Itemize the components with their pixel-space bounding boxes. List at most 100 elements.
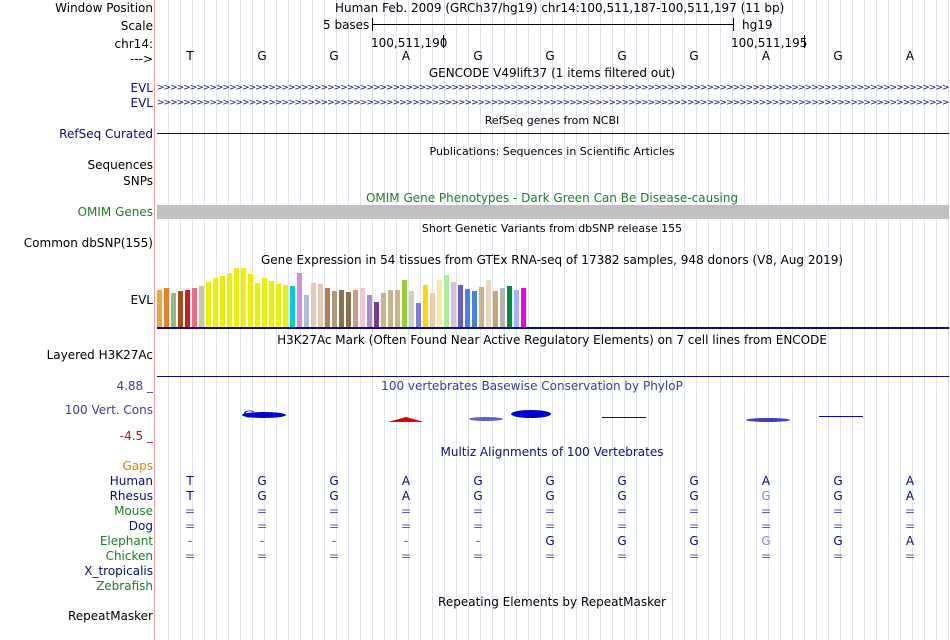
phylop-logo[interactable]: G — [156, 400, 950, 430]
gencode-track-title[interactable]: GENCODE V49lift37 (1 items filtered out) — [428, 66, 676, 80]
gtex-tissue-bar[interactable] — [395, 290, 400, 328]
gtex-tissue-bar[interactable] — [360, 288, 365, 328]
gtex-tissue-bar[interactable] — [248, 274, 253, 328]
alignment-base: G — [689, 489, 699, 503]
gtex-track-title[interactable]: Gene Expression in 54 tissues from GTEx … — [260, 253, 844, 267]
gtex-tissue-bar[interactable] — [297, 273, 302, 328]
base: G — [257, 49, 267, 63]
gtex-tissue-bar[interactable] — [402, 280, 407, 328]
sequences-label[interactable]: Sequences — [87, 158, 153, 172]
gtex-tissue-bar[interactable] — [458, 285, 463, 328]
gtex-tissue-bar[interactable] — [521, 288, 526, 328]
species-label-dog[interactable]: Dog — [128, 519, 153, 533]
gtex-tissue-bar[interactable] — [311, 283, 316, 328]
refseq-gene-line[interactable] — [157, 133, 949, 134]
gtex-tissue-bar[interactable] — [283, 285, 288, 328]
gtex-tissue-bar[interactable] — [465, 289, 470, 328]
scale-bar-right-tick — [733, 18, 734, 31]
species-label-mouse[interactable]: Mouse — [114, 504, 153, 518]
gtex-tissue-bar[interactable] — [213, 278, 218, 328]
repeatmasker-track-title[interactable]: Repeating Elements by RepeatMasker — [438, 595, 666, 609]
gtex-tissue-bar[interactable] — [255, 283, 260, 328]
gtex-tissue-bar[interactable] — [437, 280, 442, 328]
gtex-tissue-bar[interactable] — [409, 291, 414, 328]
omim-feature-bar[interactable] — [157, 205, 949, 219]
species-label-rhesus[interactable]: Rhesus — [109, 489, 153, 503]
gtex-tissue-bar[interactable] — [493, 291, 498, 328]
gtex-tissue-bar[interactable] — [416, 303, 421, 328]
alignment-base: = — [616, 549, 628, 563]
gtex-tissue-bar[interactable] — [374, 302, 379, 328]
gtex-tissue-bar[interactable] — [318, 284, 323, 328]
gtex-tissue-bar[interactable] — [220, 276, 225, 328]
gtex-tissue-bar[interactable] — [206, 282, 211, 328]
h3k27ac-track-title[interactable]: H3K27Ac Mark (Often Found Near Active Re… — [277, 333, 827, 347]
species-label-zebrafish[interactable]: Zebrafish — [96, 579, 153, 593]
dbsnp-track-title[interactable]: Short Genetic Variants from dbSNP releas… — [421, 222, 683, 235]
alignment-base: G — [545, 489, 555, 503]
gencode-transcript-2[interactable]: >>>>>>>>>>>>>>>>>>>>>>>>>>>>>>>>>>>>>>>>… — [157, 98, 949, 108]
gtex-tissue-bar[interactable] — [430, 293, 435, 328]
dbsnp-label[interactable]: Common dbSNP(155) — [23, 236, 153, 250]
gtex-tissue-bar[interactable] — [353, 290, 358, 328]
gtex-tissue-bar[interactable] — [500, 288, 505, 328]
gtex-gene-label[interactable]: EVL — [130, 293, 153, 307]
gtex-tissue-bar[interactable] — [164, 288, 169, 328]
gencode-transcript-1[interactable]: >>>>>>>>>>>>>>>>>>>>>>>>>>>>>>>>>>>>>>>>… — [157, 83, 949, 93]
multiz-track-title[interactable]: Multiz Alignments of 100 Vertebrates — [440, 445, 664, 459]
gtex-tissue-bar[interactable] — [339, 290, 344, 328]
phylop-label[interactable]: 100 Vert. Cons — [64, 403, 153, 417]
gencode-row-label-2[interactable]: EVL — [130, 96, 153, 110]
gtex-tissue-bar[interactable] — [262, 278, 267, 328]
gtex-tissue-bar[interactable] — [388, 290, 393, 328]
gtex-tissue-bar[interactable] — [269, 281, 274, 328]
gtex-tissue-bar[interactable] — [332, 291, 337, 328]
gtex-tissue-bar[interactable] — [241, 268, 246, 328]
gtex-tissue-bar[interactable] — [444, 275, 449, 328]
gencode-row-label-1[interactable]: EVL — [130, 81, 153, 95]
omim-track-title[interactable]: OMIM Gene Phenotypes - Dark Green Can Be… — [365, 191, 739, 205]
refseq-label[interactable]: RefSeq Curated — [59, 127, 153, 141]
h3k27ac-label[interactable]: Layered H3K27Ac — [46, 348, 153, 362]
gtex-tissue-bar[interactable] — [507, 286, 512, 328]
gtex-tissue-bar[interactable] — [479, 287, 484, 328]
gtex-tissue-bar[interactable] — [451, 282, 456, 328]
gtex-tissue-bar[interactable] — [276, 284, 281, 328]
gtex-tissue-bar[interactable] — [171, 293, 176, 328]
phylop-track-title[interactable]: 100 vertebrates Basewise Conservation by… — [381, 379, 683, 393]
gtex-tissue-bar[interactable] — [199, 286, 204, 328]
gtex-tissue-bar[interactable] — [346, 292, 351, 328]
gaps-label[interactable]: Gaps — [122, 459, 153, 473]
strand-arrow-label[interactable]: ---> — [129, 52, 153, 66]
scale-label: Scale — [120, 19, 153, 33]
gtex-tissue-bar[interactable] — [381, 293, 386, 328]
repeatmasker-label[interactable]: RepeatMasker — [67, 609, 153, 623]
snps-label[interactable]: SNPs — [123, 174, 153, 188]
coord-left-tick — [443, 35, 444, 48]
gtex-tissue-bar[interactable] — [290, 286, 295, 328]
gtex-tissue-bar[interactable] — [227, 273, 232, 328]
gtex-tissue-bar[interactable] — [157, 290, 162, 328]
gtex-tissue-bar[interactable] — [367, 295, 372, 328]
gtex-tissue-bar[interactable] — [185, 290, 190, 328]
species-label-xtropicalis[interactable]: X_tropicalis — [84, 564, 153, 578]
species-label-chicken[interactable]: Chicken — [105, 549, 153, 563]
publications-track-title[interactable]: Publications: Sequences in Scientific Ar… — [429, 145, 675, 158]
gtex-tissue-bar[interactable] — [486, 280, 491, 328]
gtex-tissue-bar[interactable] — [514, 290, 519, 328]
gtex-tissue-bar[interactable] — [472, 291, 477, 328]
phylop-glyph-A — [388, 417, 424, 422]
gtex-tissue-bar[interactable] — [325, 288, 330, 328]
species-label-elephant[interactable]: Elephant — [99, 534, 153, 548]
refseq-track-title[interactable]: RefSeq genes from NCBI — [484, 114, 620, 127]
gtex-tissue-bar[interactable] — [234, 268, 239, 328]
gtex-bar-chart[interactable] — [157, 267, 557, 328]
species-label-human[interactable]: Human — [109, 474, 153, 488]
base: T — [186, 49, 194, 63]
gtex-tissue-bar[interactable] — [304, 295, 309, 328]
gtex-tissue-bar[interactable] — [423, 285, 428, 328]
gtex-tissue-bar[interactable] — [178, 291, 183, 328]
gtex-tissue-bar[interactable] — [192, 288, 197, 328]
omim-label[interactable]: OMIM Genes — [77, 205, 153, 219]
alignment-base: = — [688, 549, 700, 563]
